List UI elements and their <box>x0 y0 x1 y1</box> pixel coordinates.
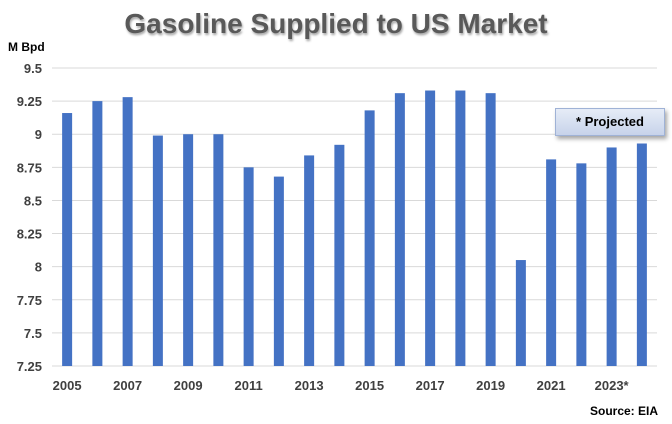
bar-2019 <box>485 93 496 367</box>
source-label: Source: EIA <box>589 404 658 418</box>
bar-2007 <box>122 97 133 366</box>
x-tick-label: 2023* <box>595 378 630 393</box>
x-tick-label: 2013 <box>295 378 324 393</box>
bar-2016 <box>394 93 405 367</box>
bar-2018 <box>455 90 466 366</box>
x-tick-label: 2009 <box>174 378 203 393</box>
bar-2014 <box>334 144 345 366</box>
x-tick-label: 2007 <box>113 378 142 393</box>
x-tick-label: 2017 <box>416 378 445 393</box>
bar-2024-projected <box>636 143 647 366</box>
bar-2013 <box>304 155 315 366</box>
y-tick-label: 7.75 <box>17 293 42 308</box>
y-tick-label: 8 <box>35 260 42 275</box>
y-tick-label: 8.75 <box>17 160 42 175</box>
bar-2011 <box>243 167 254 366</box>
bar-2020 <box>515 260 526 366</box>
bar-2023-projected <box>606 147 617 366</box>
y-tick-label: 9.25 <box>17 94 42 109</box>
bar-2015 <box>364 110 375 366</box>
projected-annotation: * Projected <box>555 108 665 136</box>
y-tick-label: 8.25 <box>17 227 42 242</box>
bar-2021 <box>546 159 557 366</box>
bar-2010 <box>213 134 224 366</box>
bar-2006 <box>92 101 103 366</box>
y-tick-label: 7.5 <box>24 326 42 341</box>
bar-2012 <box>273 176 284 366</box>
x-tick-label: 2021 <box>537 378 566 393</box>
chart-title: Gasoline Supplied to US Market <box>124 8 548 39</box>
y-tick-label: 9 <box>35 127 42 142</box>
x-tick-label: 2011 <box>235 378 263 393</box>
bars <box>62 90 647 367</box>
bar-2005 <box>62 113 73 366</box>
x-tick-label: 2019 <box>476 378 505 393</box>
y-tick-label: 8.5 <box>24 193 42 208</box>
x-axis-ticks: 2005 2007 2009 2011 2013 2015 2017 2019 2021 2023… <box>53 378 630 393</box>
x-tick-label: 2005 <box>53 378 82 393</box>
y-axis-ticks: 7.25 7.5 7.75 8 8.25 8.5 8.75 9 9.25 9.5 <box>17 61 42 374</box>
y-axis-unit-label: M Bpd <box>8 40 45 54</box>
bar-2017 <box>425 90 436 366</box>
y-tick-label: 7.25 <box>17 359 42 374</box>
bar-2008 <box>152 135 163 366</box>
bar-2022 <box>576 163 587 366</box>
x-tick-label: 2015 <box>355 378 384 393</box>
y-tick-label: 9.5 <box>24 61 42 76</box>
bar-2009 <box>183 134 194 366</box>
